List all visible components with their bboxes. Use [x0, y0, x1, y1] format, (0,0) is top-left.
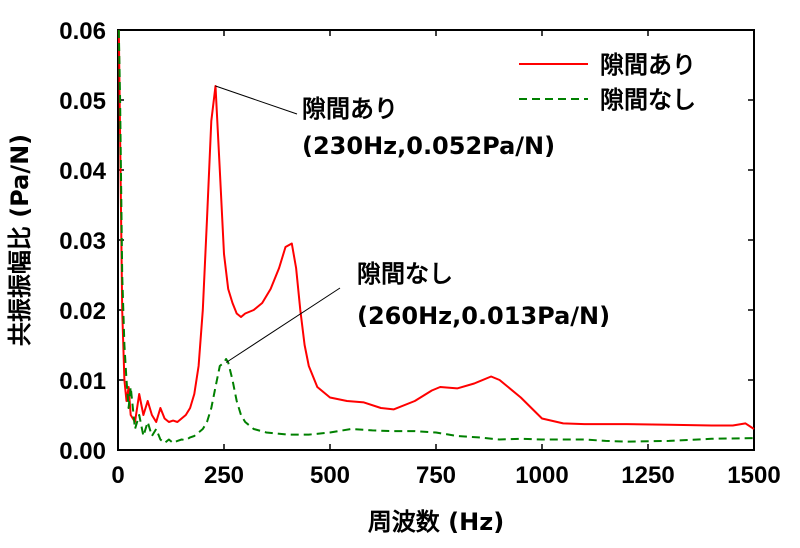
- legend-label-gap: 隙間あり: [600, 51, 696, 79]
- y-tick-label: 0.05: [59, 88, 106, 115]
- series-layer: [117, 29, 755, 444]
- x-tick-label: 1250: [621, 462, 674, 489]
- y-axis-label: 共振振幅比 (Pa/N): [6, 134, 34, 346]
- y-tick-label: 0.02: [59, 298, 106, 325]
- legend: 隙間あり 隙間なし: [519, 51, 696, 114]
- legend-label-nogap: 隙間なし: [600, 86, 696, 114]
- annotation-nogap-value: (260Hz,0.013Pa/N): [357, 302, 610, 330]
- x-tick-label: 1000: [515, 462, 568, 489]
- y-axis: 0.00 0.01 0.02 0.03 0.04 0.05 0.06: [59, 18, 754, 465]
- y-tick-label: 0.04: [59, 158, 106, 185]
- y-tick-label: 0.00: [59, 438, 106, 465]
- x-tick-label: 500: [310, 462, 350, 489]
- x-tick-label: 750: [416, 462, 456, 489]
- x-axis-label: 周波数 (Hz): [368, 508, 504, 536]
- annotation-gap-peak: 隙間あり (230Hz,0.052Pa/N): [215, 85, 555, 160]
- annotation-leader-nogap: [225, 287, 341, 363]
- y-tick-label: 0.01: [59, 368, 106, 395]
- y-tick-label: 0.06: [59, 18, 106, 45]
- annotation-gap-value: (230Hz,0.052Pa/N): [302, 132, 555, 160]
- y-tick-label: 0.03: [59, 228, 106, 255]
- series-line-gap: [117, 29, 755, 430]
- x-axis: 0 250 500 750 1000 1250 1500: [111, 30, 781, 489]
- x-tick-label: 1500: [727, 462, 780, 489]
- x-tick-label: 0: [111, 462, 124, 489]
- series-line-nogap: [117, 29, 755, 444]
- annotation-leader-gap: [215, 85, 298, 115]
- annotation-nogap-peak: 隙間なし (260Hz,0.013Pa/N): [225, 260, 610, 363]
- annotation-nogap-title: 隙間なし: [357, 260, 453, 288]
- x-tick-label: 250: [204, 462, 244, 489]
- annotation-gap-title: 隙間あり: [302, 95, 398, 123]
